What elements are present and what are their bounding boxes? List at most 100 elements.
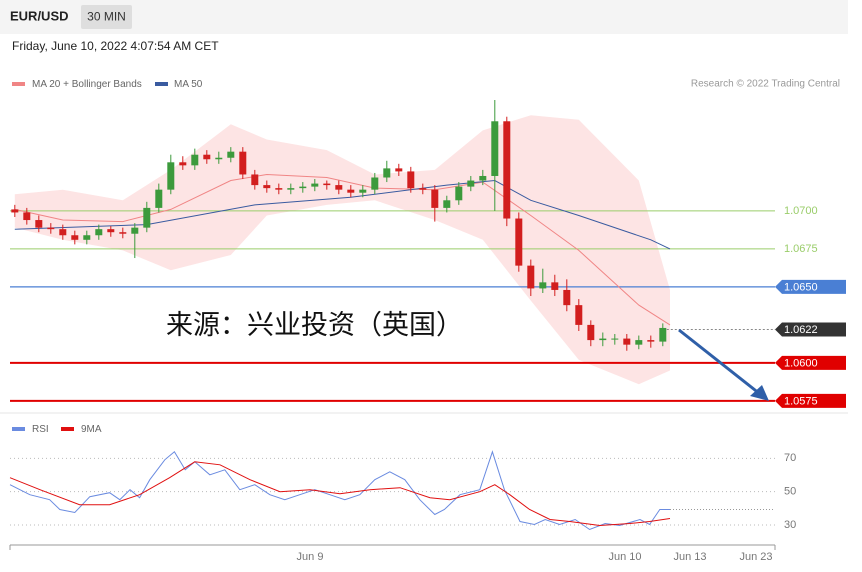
candle-body xyxy=(227,151,235,158)
level-label: 1.0575 xyxy=(784,395,818,407)
candle-body xyxy=(395,168,403,172)
candle-body xyxy=(467,180,475,187)
candle-body xyxy=(35,220,43,228)
timestamp: Friday, June 10, 2022 4:07:54 AM CET xyxy=(12,39,219,53)
levels-layer: 1.0700 1.0675 1.0650 1.0622 1.0600 1.0575 xyxy=(10,205,846,408)
candle-body xyxy=(263,185,271,189)
legend-label: RSI xyxy=(32,424,49,435)
legend-label: MA 50 xyxy=(174,79,203,90)
y-tick-label: 50 xyxy=(784,486,796,498)
candle-body xyxy=(383,168,391,178)
legend-swatch xyxy=(155,82,168,86)
candle-body xyxy=(563,289,571,306)
level-tag xyxy=(775,322,846,337)
candle-body xyxy=(659,327,667,342)
candle-body xyxy=(191,154,199,166)
header-bar xyxy=(0,0,848,34)
legend-swatch xyxy=(12,82,25,86)
candle-body xyxy=(503,121,511,219)
x-tick-label: Jun 9 xyxy=(297,551,324,563)
level-label: 1.0675 xyxy=(784,243,818,255)
x-tick-label: Jun 10 xyxy=(608,551,641,563)
candle-body xyxy=(251,174,259,186)
candle-body xyxy=(611,338,619,340)
candle-body xyxy=(107,229,115,233)
candle-body xyxy=(47,227,55,230)
candle-body xyxy=(347,189,355,193)
source: Research © 2022 Trading Central xyxy=(691,79,840,90)
candle-body xyxy=(479,175,487,181)
candle-body xyxy=(11,209,19,213)
legend-label: MA 20 + Bollinger Bands xyxy=(32,79,142,90)
level-label: 1.0700 xyxy=(784,205,818,217)
candle-body xyxy=(539,282,547,289)
candle-body xyxy=(239,151,247,175)
forecast-arrow-head xyxy=(750,385,769,401)
level-tag xyxy=(775,393,846,408)
y-tick-label: 70 xyxy=(784,452,796,464)
y-tick-label: 30 xyxy=(784,519,796,531)
candle-body xyxy=(431,189,439,208)
ma20-line xyxy=(14,173,671,326)
forecast-arrow xyxy=(678,328,761,396)
candle-body xyxy=(143,207,151,228)
level-tag xyxy=(775,279,846,294)
legend-label: 9MA xyxy=(81,424,102,435)
candle-body xyxy=(455,186,463,201)
candle-body xyxy=(587,324,595,341)
candle-body xyxy=(575,305,583,325)
candle-body xyxy=(359,189,367,193)
candle-body xyxy=(311,183,319,187)
candle-body xyxy=(491,121,499,176)
bands-layer xyxy=(14,115,671,385)
candle-body xyxy=(131,227,139,234)
candle-body xyxy=(599,338,607,341)
series-line xyxy=(9,450,670,531)
candle-body xyxy=(371,177,379,190)
candle-body xyxy=(83,235,91,240)
legend-layer: MA 20 + Bollinger Bands MA 50 RSI 9MA xyxy=(12,79,203,435)
candle-body xyxy=(647,340,655,342)
level-tag xyxy=(775,355,846,370)
candle-body xyxy=(299,186,307,189)
x-tick-label: Jun 13 xyxy=(674,551,707,563)
candle-body xyxy=(527,265,535,289)
legend-swatch xyxy=(61,427,74,431)
timeframe[interactable]: 30 MIN xyxy=(87,10,126,24)
candle-body xyxy=(419,188,427,190)
rsi-layer: 30 50 70 Jun 9 Jun 10 Jun 13 Jun 23 xyxy=(9,450,796,563)
level-label: 1.0650 xyxy=(784,281,818,293)
candle-body xyxy=(23,212,31,221)
candle-body xyxy=(119,232,127,234)
candle-body xyxy=(551,282,559,290)
x-tick-label: Jun 23 xyxy=(740,551,773,563)
candle-body xyxy=(287,188,295,190)
level-label: 1.0622 xyxy=(784,324,818,336)
timeframe-button[interactable] xyxy=(81,5,132,29)
candle-body xyxy=(215,157,223,160)
candle-body xyxy=(155,189,163,208)
candle-body xyxy=(443,200,451,208)
symbol: EUR/USD xyxy=(10,8,69,23)
bollinger-band xyxy=(14,115,671,385)
candle-body xyxy=(515,218,523,266)
series-line xyxy=(9,461,671,527)
legend-swatch xyxy=(12,427,25,431)
candle-body xyxy=(323,183,331,186)
candle-body xyxy=(167,162,175,190)
level-label: 1.0600 xyxy=(784,357,818,369)
candle-body xyxy=(335,185,343,190)
candle-body xyxy=(275,188,283,190)
annotation: 来源：兴业投资（英国） xyxy=(166,310,463,340)
candle-body xyxy=(95,229,103,236)
candle-body xyxy=(59,229,67,236)
candle-body xyxy=(623,338,631,345)
candle-body xyxy=(71,235,79,240)
candle-body xyxy=(407,171,415,189)
candle-body xyxy=(203,154,211,160)
candle-body xyxy=(635,340,643,345)
candles-layer xyxy=(11,100,667,351)
candle-body xyxy=(179,162,187,166)
